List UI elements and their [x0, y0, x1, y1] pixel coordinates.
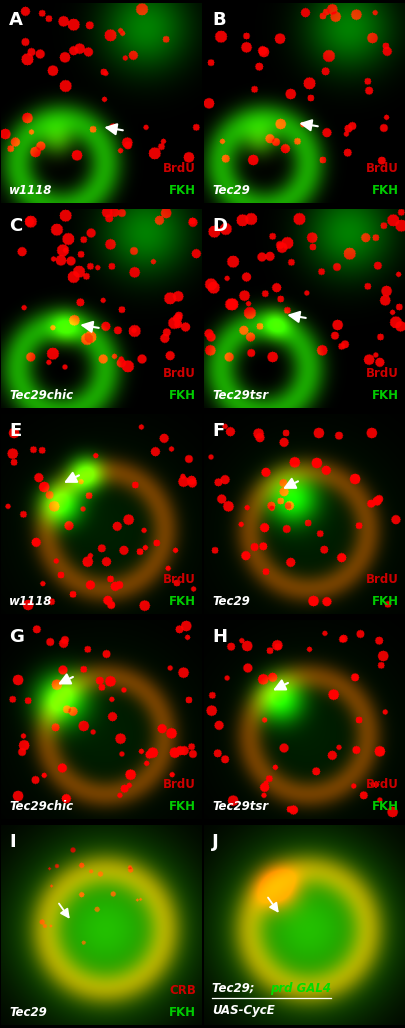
- Text: BrdU: BrdU: [162, 573, 195, 586]
- Text: E: E: [9, 423, 21, 440]
- Text: Tec29: Tec29: [9, 1006, 47, 1019]
- Text: w1118: w1118: [9, 595, 53, 608]
- Text: w1118: w1118: [9, 184, 53, 196]
- Text: prd GAL4: prd GAL4: [270, 982, 330, 995]
- Text: BrdU: BrdU: [162, 778, 195, 792]
- Text: UAS-CycE: UAS-CycE: [212, 1004, 274, 1017]
- Text: FKH: FKH: [168, 1006, 195, 1019]
- Text: FKH: FKH: [168, 184, 195, 196]
- Text: CRB: CRB: [168, 984, 195, 997]
- Text: H: H: [212, 628, 227, 646]
- Text: Tec29tsr: Tec29tsr: [212, 801, 268, 813]
- Text: D: D: [212, 217, 227, 234]
- Text: F: F: [212, 423, 224, 440]
- Text: G: G: [9, 628, 24, 646]
- Text: BrdU: BrdU: [162, 367, 195, 380]
- Text: Tec29: Tec29: [212, 595, 249, 608]
- Text: J: J: [212, 834, 218, 851]
- Text: Tec29tsr: Tec29tsr: [212, 390, 268, 402]
- Text: BrdU: BrdU: [365, 778, 398, 792]
- Text: BrdU: BrdU: [162, 161, 195, 175]
- Text: Tec29: Tec29: [212, 184, 249, 196]
- Text: FKH: FKH: [168, 390, 195, 402]
- Text: BrdU: BrdU: [365, 573, 398, 586]
- Text: C: C: [9, 217, 22, 234]
- Text: FKH: FKH: [168, 595, 195, 608]
- Text: FKH: FKH: [371, 801, 398, 813]
- Text: FKH: FKH: [371, 390, 398, 402]
- Text: I: I: [9, 834, 16, 851]
- Text: A: A: [9, 11, 23, 29]
- Text: FKH: FKH: [371, 184, 398, 196]
- Text: FKH: FKH: [371, 595, 398, 608]
- Text: BrdU: BrdU: [365, 367, 398, 380]
- Text: B: B: [212, 11, 225, 29]
- Text: Tec29chic: Tec29chic: [9, 801, 73, 813]
- Text: Tec29chic: Tec29chic: [9, 390, 73, 402]
- Text: FKH: FKH: [168, 801, 195, 813]
- Text: BrdU: BrdU: [365, 161, 398, 175]
- Text: Tec29;: Tec29;: [212, 982, 258, 995]
